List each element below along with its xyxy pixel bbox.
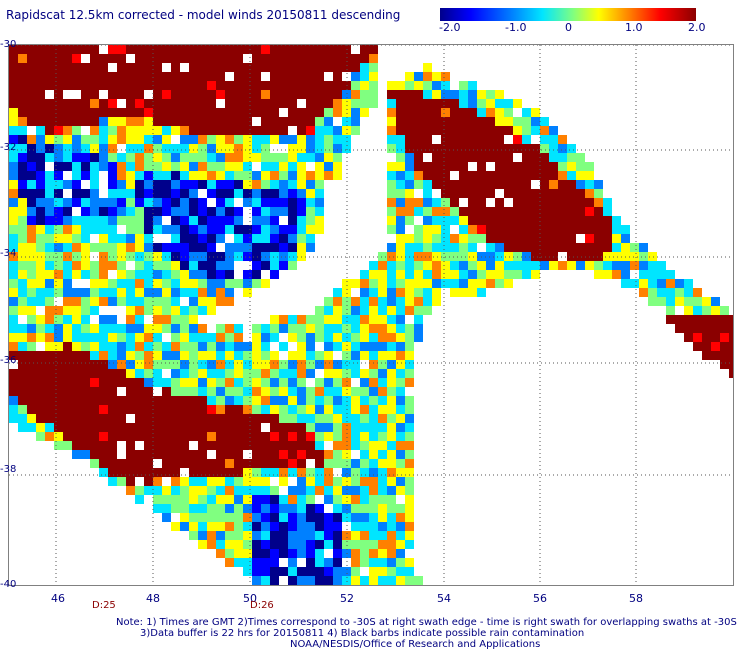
map-title: Rapidscat 12.5km corrected - model winds… [6,8,401,22]
note-line: Note: 1) Times are GMT 2)Times correspon… [116,617,737,628]
colorbar-label: 1.0 [625,21,643,34]
colorbar-label: -1.0 [505,21,527,34]
note-line: 3)Data buffer is 22 hrs for 20150811 4) … [140,628,585,639]
lon-label: 46 [51,592,65,605]
lon-label: 58 [629,592,643,605]
colorbar-label: 0 [565,21,572,34]
lat-label: -38 [0,464,17,475]
time-label: D:26 [250,600,274,611]
lat-label: -32 [0,142,17,153]
time-label: D:25 [92,600,116,611]
lon-label: 52 [340,592,354,605]
colorbar-label: -2.0 [439,21,461,34]
lat-label: -36 [0,355,17,366]
colorbar-label: 2.0 [688,21,706,34]
lat-label: -40 [0,579,17,590]
note-line: NOAA/NESDIS/Office of Research and Appli… [290,639,541,650]
lat-label: -34 [0,248,17,259]
colorbar [440,8,696,21]
lon-label: 50 [243,592,257,605]
wind-difference-map [8,44,734,586]
lon-label: 48 [146,592,160,605]
lon-label: 56 [533,592,547,605]
lon-label: 54 [437,592,451,605]
colorbar-labels: -2.0 -1.0 0 1.0 2.0 [425,21,715,35]
swath-grid [9,45,733,585]
lat-label: -30 [0,39,17,50]
